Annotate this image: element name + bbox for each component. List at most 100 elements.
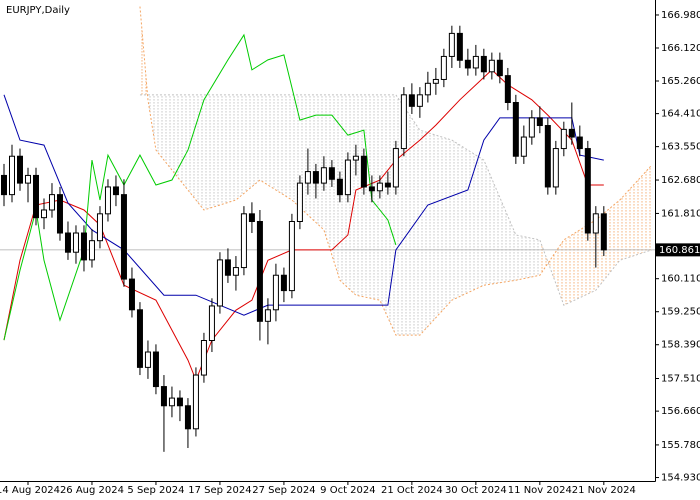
candle-body <box>176 397 183 407</box>
x-tick-label: 17 Sep 2024 <box>188 485 251 496</box>
candle-body <box>456 32 463 61</box>
candle-body <box>264 309 271 322</box>
candle-body <box>528 117 535 138</box>
candle-body <box>192 374 199 430</box>
candle-body <box>352 155 359 161</box>
cloud-fill <box>379 94 396 336</box>
candle-body <box>384 182 391 188</box>
y-tick-label: 154.930 <box>661 473 700 484</box>
candle-body <box>536 117 543 127</box>
y-tick-label: 159.250 <box>661 307 700 318</box>
y-tick-label: 162.680 <box>661 175 700 186</box>
cloud-fill <box>355 94 380 301</box>
candle-body <box>232 267 239 276</box>
candle-body <box>112 186 119 196</box>
candle-body <box>256 220 263 322</box>
candle-body <box>104 186 111 215</box>
candle-body <box>496 59 503 77</box>
cloud-fill <box>419 130 452 336</box>
candle-body <box>552 148 559 188</box>
candle-body <box>0 174 7 196</box>
candle-body <box>32 174 39 219</box>
candle-body <box>576 136 583 150</box>
candle-body <box>480 55 487 73</box>
x-tick-label: 5 Sep 2024 <box>127 485 184 496</box>
candle-body <box>328 167 335 180</box>
y-tick-label: 160.110 <box>661 274 700 285</box>
y-tick-label: 156.660 <box>661 406 700 417</box>
candle-body <box>136 309 143 368</box>
candle-body <box>248 213 255 222</box>
candle-body <box>144 351 151 368</box>
candle-body <box>40 209 47 219</box>
cloud-fill <box>539 239 564 306</box>
candle-body <box>440 55 447 80</box>
candle-body <box>360 155 367 188</box>
candle-body <box>304 171 311 184</box>
y-tick-label: 164.410 <box>661 109 700 120</box>
cloud-fill <box>483 160 516 286</box>
cloud-fill <box>203 94 236 210</box>
candle-body <box>560 128 567 150</box>
candle-body <box>80 232 87 261</box>
x-tick-label: 27 Sep 2024 <box>252 485 315 496</box>
x-tick-label: 21 Oct 2024 <box>381 485 443 496</box>
last-price-label: 160.861 <box>659 245 700 256</box>
cloud-fill <box>155 94 180 181</box>
candle-body <box>160 386 167 407</box>
candle-body <box>120 194 127 280</box>
cloud-fill <box>595 200 620 291</box>
candle-body <box>88 240 95 261</box>
candle-body <box>56 194 63 234</box>
candle-body <box>400 94 407 150</box>
cloud-fill <box>619 165 652 261</box>
candle-body <box>224 259 231 276</box>
candle-body <box>200 340 207 376</box>
candle-body <box>128 278 135 311</box>
cloud-fill <box>235 94 260 201</box>
candle-body <box>336 178 343 196</box>
candle-body <box>16 155 23 184</box>
x-tick-label: 9 Oct 2024 <box>320 485 375 496</box>
candle-body <box>392 148 399 188</box>
candle-body <box>8 155 15 196</box>
candle-body <box>488 59 495 73</box>
cloud-fill <box>563 219 596 306</box>
x-tick-label: 14 Aug 2024 <box>0 485 60 496</box>
candle-body <box>344 159 351 196</box>
candle-body <box>152 351 159 388</box>
candle-body <box>448 32 455 57</box>
candle-body <box>240 213 247 269</box>
candle-body <box>592 213 599 234</box>
candle-body <box>584 148 591 234</box>
candle-body <box>96 213 103 242</box>
candle-body <box>168 397 175 407</box>
y-tick-label: 155.780 <box>661 440 700 451</box>
y-tick-label: 166.120 <box>661 43 700 54</box>
indicator-line <box>3 33 397 341</box>
candle-body <box>72 232 79 253</box>
cloud-fill <box>139 6 148 100</box>
candle-body <box>368 186 375 192</box>
candle-body <box>600 213 607 251</box>
candle-body <box>512 101 519 157</box>
y-tick-label: 165.260 <box>661 76 700 87</box>
candle-body <box>208 305 215 342</box>
candle-body <box>280 274 287 292</box>
cloud-fill <box>323 94 340 281</box>
candle-body <box>272 274 279 311</box>
candle-body <box>24 174 31 184</box>
plot-area <box>0 6 655 452</box>
candle-body <box>288 220 295 292</box>
candle-body <box>568 128 575 138</box>
y-tick-label: 166.980 <box>661 10 700 21</box>
candle-body <box>312 171 319 184</box>
chart-title: EURJPY,Daily <box>6 5 70 16</box>
x-tick-label: 21 Nov 2024 <box>572 485 636 496</box>
candle-body <box>520 136 527 157</box>
cloud-fill <box>259 94 292 201</box>
candle-body <box>48 194 55 211</box>
candle-body <box>432 78 439 84</box>
y-tick-label: 163.550 <box>661 142 700 153</box>
